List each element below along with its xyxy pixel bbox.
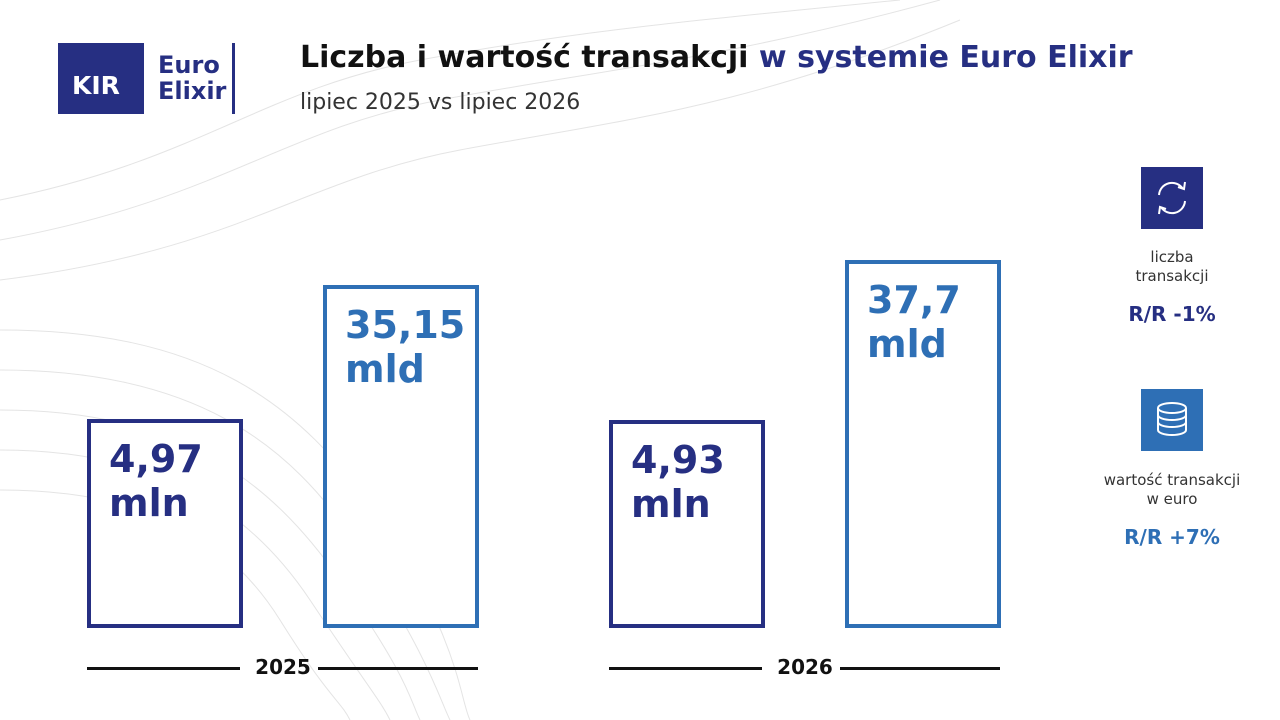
logo-name-bottom: Elixir xyxy=(158,77,227,105)
change-label: R/R +7% xyxy=(1124,525,1220,549)
logo-name: Euro Elixir xyxy=(158,52,226,104)
title-row: Liczba i wartość transakcji w systemie E… xyxy=(300,40,1133,75)
bar: 35,15 mld xyxy=(323,285,479,628)
logo-mark-text: KIR xyxy=(72,71,120,100)
value-label: 37,7 mld xyxy=(867,278,961,367)
logo-divider xyxy=(232,43,235,114)
bar: 4,93 mln xyxy=(609,420,765,628)
bar: 37,7 mld xyxy=(845,260,1001,628)
x-tick-label: 2025 xyxy=(255,655,311,679)
baseline xyxy=(840,667,1000,670)
legend-icon xyxy=(1141,167,1203,229)
value-label: 35,15 mld xyxy=(345,303,466,392)
chart-title-highlight: w systemie Euro Elixir xyxy=(758,40,1133,75)
baseline xyxy=(318,667,478,670)
value-label: 4,93 mln xyxy=(631,438,725,527)
legend-label: wartość transakcji w euro xyxy=(1103,471,1241,508)
change-label: R/R -1% xyxy=(1128,302,1216,326)
legend-label: liczba transakcji xyxy=(1135,248,1209,285)
baseline xyxy=(87,667,240,670)
baseline xyxy=(609,667,762,670)
chart-title: Liczba i wartość transakcji xyxy=(300,40,749,75)
x-tick-label: 2026 xyxy=(777,655,833,679)
value-label: 4,97 mln xyxy=(109,436,203,525)
logo-name-top: Euro xyxy=(158,51,220,79)
chart-subtitle: lipiec 2025 vs lipiec 2026 xyxy=(300,90,581,115)
bar: 4,97 mln xyxy=(87,418,243,628)
logo-mark: KIR xyxy=(58,43,144,114)
legend-icon xyxy=(1141,389,1203,451)
refresh-icon xyxy=(1158,181,1186,215)
coins-icon xyxy=(1157,402,1187,436)
